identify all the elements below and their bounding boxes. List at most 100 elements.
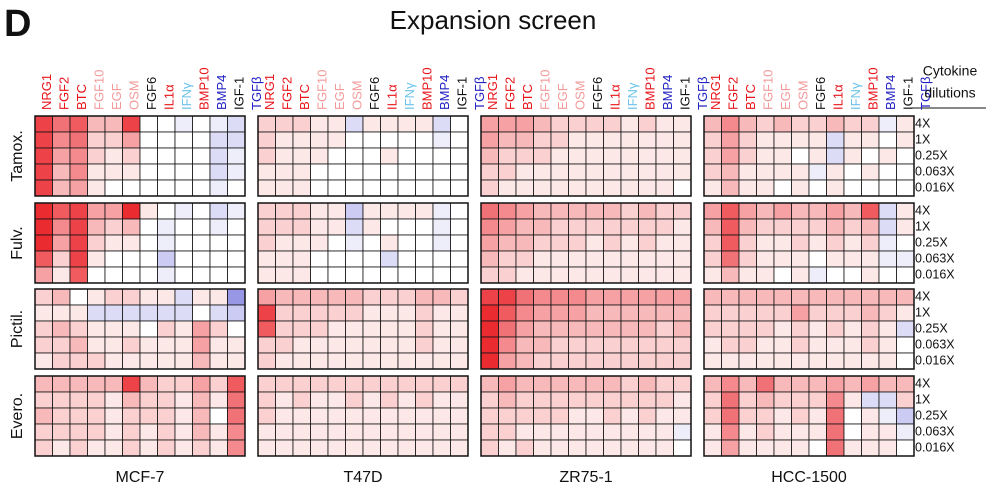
block-frame bbox=[703, 375, 915, 457]
heatmap-cell bbox=[896, 202, 915, 220]
heatmap-cell bbox=[773, 352, 792, 370]
heatmap-cell bbox=[122, 288, 141, 306]
heatmap-cell bbox=[896, 407, 915, 425]
heatmap-cell bbox=[227, 147, 246, 165]
heatmap-cell bbox=[450, 266, 469, 284]
heatmap-cell bbox=[638, 288, 657, 306]
heatmap-cell bbox=[568, 250, 587, 268]
heatmap-cell bbox=[773, 147, 792, 165]
heatmap-cell bbox=[896, 352, 915, 370]
heatmap-cell bbox=[861, 375, 880, 393]
heatmap-cell bbox=[808, 202, 827, 220]
heatmap-cell bbox=[327, 407, 346, 425]
heatmap-cell bbox=[139, 234, 158, 252]
heatmap-cell bbox=[826, 147, 845, 165]
heatmap-cell bbox=[362, 375, 381, 393]
heatmap-cell bbox=[603, 407, 622, 425]
heatmap-cell bbox=[139, 163, 158, 181]
heatmap-cell bbox=[139, 439, 158, 457]
heatmap-cell bbox=[756, 288, 775, 306]
heatmap-cell bbox=[756, 250, 775, 268]
heatmap-cell bbox=[673, 391, 692, 409]
heatmap-cell bbox=[791, 218, 810, 236]
heatmap-cell bbox=[896, 304, 915, 322]
heatmap-cell bbox=[122, 179, 141, 197]
heatmap-cell bbox=[533, 391, 552, 409]
heatmap-cell bbox=[738, 336, 757, 354]
heatmap-cell bbox=[585, 407, 604, 425]
heatmap-cell bbox=[157, 336, 176, 354]
heatmap-cell bbox=[139, 336, 158, 354]
heatmap-cell bbox=[498, 202, 517, 220]
heatmap-cell bbox=[192, 320, 211, 338]
column-label: EGF bbox=[109, 83, 124, 110]
heatmap-cell bbox=[257, 234, 276, 252]
heatmap-cell bbox=[292, 336, 311, 354]
heatmap-cell bbox=[896, 320, 915, 338]
heatmap-cell bbox=[450, 439, 469, 457]
heatmap-cell bbox=[122, 250, 141, 268]
heatmap-cell bbox=[139, 352, 158, 370]
heatmap-cell bbox=[585, 179, 604, 197]
dilution-label: 0.25X bbox=[915, 235, 948, 249]
heatmap-cell bbox=[791, 115, 810, 133]
heatmap-cell bbox=[655, 115, 674, 133]
heatmap-cell bbox=[585, 234, 604, 252]
heatmap-cell bbox=[327, 202, 346, 220]
heatmap-cell bbox=[550, 320, 569, 338]
heatmap-cell bbox=[756, 179, 775, 197]
block-frame bbox=[703, 115, 915, 197]
heatmap-cell bbox=[480, 407, 499, 425]
heatmap-cell bbox=[878, 288, 897, 306]
block-frame bbox=[480, 115, 692, 197]
heatmap-cell bbox=[773, 163, 792, 181]
heatmap-cell bbox=[568, 147, 587, 165]
heatmap-cell bbox=[655, 218, 674, 236]
heatmap-cell bbox=[209, 250, 228, 268]
heatmap-cell bbox=[568, 320, 587, 338]
heatmap-cell bbox=[826, 352, 845, 370]
heatmap-cell bbox=[843, 439, 862, 457]
heatmap-cell bbox=[52, 352, 71, 370]
heatmap-cell bbox=[450, 250, 469, 268]
heatmap-cell bbox=[843, 218, 862, 236]
heatmap-cell bbox=[104, 320, 123, 338]
column-label: FGF10 bbox=[538, 70, 553, 110]
heatmap-cell bbox=[721, 375, 740, 393]
heatmap-cell bbox=[703, 202, 722, 220]
heatmap-cell bbox=[568, 266, 587, 284]
column-label: TGFβ bbox=[249, 77, 264, 110]
column-label: FGF6 bbox=[813, 77, 828, 110]
heatmap-cell bbox=[192, 304, 211, 322]
heatmap-cell bbox=[603, 391, 622, 409]
heatmap-cell bbox=[397, 352, 416, 370]
heatmap-cell bbox=[209, 320, 228, 338]
heatmap-cell bbox=[603, 266, 622, 284]
heatmap-cell bbox=[861, 218, 880, 236]
heatmap-cell bbox=[275, 423, 294, 441]
heatmap-cell bbox=[791, 234, 810, 252]
heatmap-cell bbox=[861, 131, 880, 149]
heatmap-cell bbox=[861, 115, 880, 133]
heatmap-cell bbox=[703, 439, 722, 457]
column-label: IL1α bbox=[162, 84, 177, 110]
heatmap-cell bbox=[791, 266, 810, 284]
heatmap-cell bbox=[603, 234, 622, 252]
column-label: OSM bbox=[796, 80, 811, 110]
heatmap-cell bbox=[104, 352, 123, 370]
column-label: TGFβ bbox=[695, 77, 710, 110]
heatmap-cell bbox=[227, 266, 246, 284]
heatmap-cell bbox=[362, 304, 381, 322]
heatmap-cell bbox=[498, 407, 517, 425]
heatmap-cell bbox=[157, 352, 176, 370]
heatmap-cell bbox=[292, 391, 311, 409]
heatmap-cell bbox=[773, 375, 792, 393]
heatmap-cell bbox=[450, 163, 469, 181]
heatmap-cell bbox=[843, 375, 862, 393]
row-label: Evero. bbox=[9, 393, 26, 439]
heatmap-cell bbox=[174, 266, 193, 284]
heatmap-cell bbox=[756, 131, 775, 149]
heatmap-cell bbox=[826, 115, 845, 133]
heatmap-cell bbox=[415, 391, 434, 409]
heatmap-cell bbox=[292, 375, 311, 393]
